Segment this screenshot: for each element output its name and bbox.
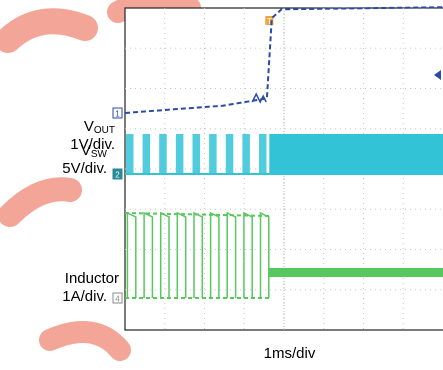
vsw-pulse [225, 134, 234, 174]
channel-marker-label-4: 4 [115, 295, 120, 304]
watermark-arc [0, 8, 98, 53]
vout-ripple [251, 92, 267, 104]
vsw-pulse [242, 134, 250, 174]
vout-reference-arrow [434, 70, 441, 80]
inductor-peak-envelope [124, 212, 270, 217]
inductor-pulse [159, 211, 170, 298]
inductor-pulse [259, 211, 270, 298]
inductor-pulse [209, 211, 220, 298]
inductor-pulse [126, 211, 137, 298]
x-axis-label: 1ms/div [263, 345, 316, 362]
trigger-marker-label: T [267, 17, 272, 26]
vsw-pulse [142, 134, 151, 174]
inductor-pulse [143, 211, 154, 298]
inductor-pulse [243, 211, 253, 298]
channel-marker-2 [112, 168, 123, 180]
vout-scale-label: 1V/div. [70, 136, 115, 153]
channel-marker-label-2: 2 [115, 171, 120, 180]
channel-marker-4 [112, 292, 123, 304]
vsw-continuous-band [269, 134, 443, 174]
vsw-pulse [192, 134, 200, 174]
vsw-pulse [126, 134, 134, 174]
inductor-steady-band [269, 268, 443, 277]
vsw-scale-label: 5V/div. [62, 160, 107, 177]
inductor-scale-label: 1A/div. [62, 288, 107, 305]
vout-trace [124, 6, 443, 114]
watermark-arc [107, 0, 201, 23]
vsw-label: VSW [80, 142, 107, 160]
watermark-arc [0, 177, 82, 227]
vsw-pulse [159, 134, 167, 174]
vout-label: VOUT [83, 118, 115, 136]
inductor-label: Inductor [64, 270, 119, 287]
vsw-pulse [259, 134, 267, 174]
trigger-marker-icon [265, 16, 274, 25]
channel-marker-label-1: 1 [115, 110, 120, 119]
vsw-pulse [175, 134, 184, 174]
channel-marker-1 [112, 107, 123, 119]
watermark-arc [39, 321, 131, 361]
vsw-pulse [209, 134, 217, 174]
